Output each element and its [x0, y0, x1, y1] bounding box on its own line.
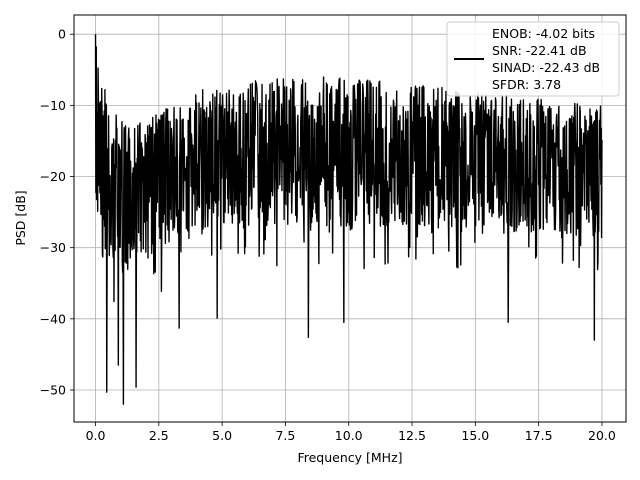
y-axis-ticks: 0 −10 −20 −30 −40 −50 — [40, 27, 74, 397]
x-tick-label: 10.0 — [335, 428, 363, 443]
x-tick-label: 20.0 — [588, 428, 616, 443]
y-tick-label: −40 — [40, 311, 66, 326]
legend-sfdr: SFDR: 3.78 — [492, 77, 561, 92]
x-tick-label: 7.5 — [275, 428, 295, 443]
legend-snr: SNR: -22.41 dB — [492, 43, 587, 58]
y-axis-label: PSD [dB] — [13, 190, 28, 245]
y-tick-label: −50 — [40, 382, 66, 397]
legend-sinad: SINAD: -22.43 dB — [492, 60, 600, 75]
legend-box — [446, 21, 620, 97]
x-axis-label: Frequency [MHz] — [297, 450, 402, 465]
x-tick-label: 15.0 — [461, 428, 489, 443]
x-tick-label: 2.5 — [149, 428, 169, 443]
y-tick-label: −20 — [40, 169, 66, 184]
x-tick-label: 0.0 — [86, 428, 106, 443]
y-tick-label: −30 — [40, 240, 66, 255]
axes-frame — [73, 14, 627, 423]
x-tick-label: 17.5 — [525, 428, 553, 443]
x-axis-ticks: 0.0 2.5 5.0 7.5 10.0 12.5 15.0 17.5 20.0 — [86, 422, 616, 443]
x-tick-label: 12.5 — [398, 428, 426, 443]
y-tick-label: 0 — [58, 27, 66, 42]
psd-series-line — [94, 34, 603, 405]
y-tick-label: −10 — [40, 98, 66, 113]
legend: ENOB: -4.02 bits SNR: -22.41 dB SINAD: -… — [446, 21, 620, 97]
x-tick-label: 5.0 — [212, 428, 232, 443]
legend-enob: ENOB: -4.02 bits — [492, 26, 595, 41]
plot-area — [94, 34, 603, 405]
